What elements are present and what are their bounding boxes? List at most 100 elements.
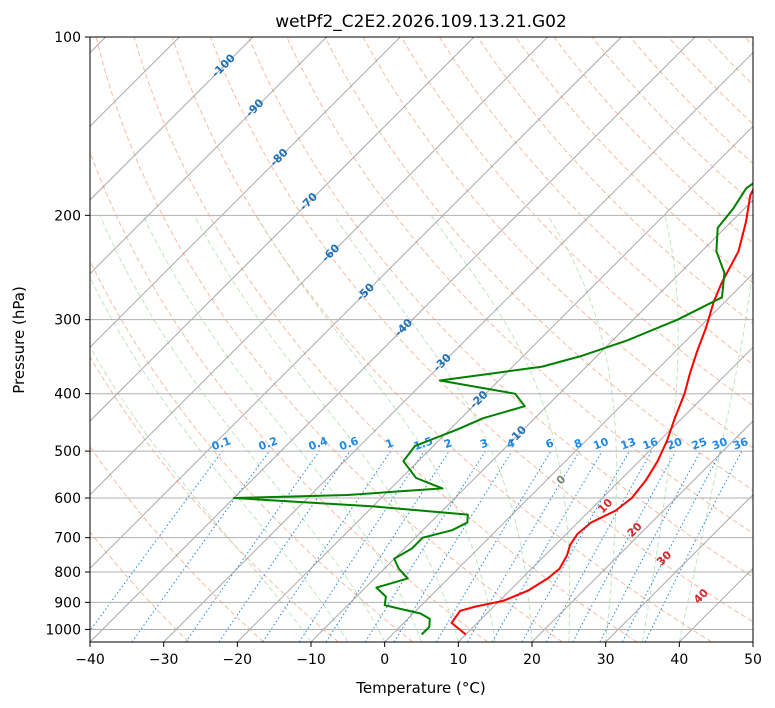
y-tick-label: 700 [54,531,81,547]
moist-adiabat [90,345,312,642]
x-tick-label: −40 [75,652,105,668]
background-lines [90,37,753,642]
mixing-ratio-label: 1.5 [412,434,435,453]
mixing-ratio-line [90,450,223,632]
isotherm [90,37,475,422]
mixing-ratio-line [325,450,450,642]
isotherm [678,567,753,642]
moist-adiabat [642,215,679,642]
mixing-ratio-label: 30 [710,435,729,453]
mixing-ratio-line [521,450,630,642]
mixing-ratio-label: 0.1 [210,434,233,453]
isotherm [236,125,753,642]
dry-adiabat [248,37,753,578]
isotherm [90,37,401,349]
isotherm-label: -20 [467,388,490,411]
x-tick-label: 0 [380,652,389,668]
isotherm [90,37,696,642]
isotherm-label: -80 [267,146,290,169]
mixing-ratio-line [644,450,743,642]
x-tick-label: −20 [223,652,253,668]
isotherm [531,420,753,642]
dry-adiabat [591,37,753,204]
dry-adiabat [90,150,488,642]
x-tick-label: −10 [296,652,326,668]
isotherm [457,346,753,642]
dry-adiabat [171,37,712,642]
dry-adiabat [90,259,414,642]
x-tick-label: −30 [149,652,179,668]
moist-adiabat [547,215,617,642]
dewpoint-line [233,182,753,636]
isotherm [310,199,753,642]
moist-adiabat [99,215,386,642]
mixing-ratio-line [185,450,320,642]
y-tick-label: 800 [54,565,81,581]
mixing-ratio-label: 16 [641,435,660,453]
x-axis-title: Temperature (°C) [355,679,485,697]
dry-adiabat [668,37,753,125]
x-tick-label: 50 [744,652,762,668]
moist-adiabat-label: 40 [691,586,711,606]
dry-adiabat [90,356,339,642]
chart-title: wetPf2_C2E2.2026.109.13.21.G02 [275,12,567,32]
mixing-ratio-label: 36 [731,435,750,453]
temperature-line [450,187,753,636]
profile-series [233,182,753,636]
mixing-ratio-line [621,450,722,642]
mixing-ratio-label: 1 [384,436,396,451]
y-tick-label: 600 [54,491,81,507]
isotherm [752,641,753,642]
background-labels: 0.1 0.2 0.4 0.6 1 1.5 2 3 4 6 8 10 13 16 20 25 30 36-100-… [209,51,750,606]
moist-adiabat [193,215,459,642]
x-tick-label: 40 [670,652,688,668]
y-tick-label: 200 [54,208,81,224]
mixing-ratio-label: 13 [619,435,638,452]
mixing-ratio-line [218,450,351,642]
dry-adiabat [90,445,264,642]
moist-adiabat [430,215,571,642]
isotherm [90,37,549,496]
mixing-ratio-label: 10 [591,435,610,453]
plot-frame [89,36,754,643]
x-axis: −40 −30 −20 −10 0 10 20 30 40 50 [75,642,762,668]
mixing-ratio-label: 6 [544,436,556,451]
dry-adiabat [706,37,753,86]
isotherm [90,37,254,201]
dry-adiabat [744,37,753,47]
moist-adiabat [255,215,496,642]
dry-adiabat [90,531,190,642]
mixing-ratio-line [262,450,392,642]
mixing-ratio-line [545,450,653,642]
isotherm [605,493,753,642]
mixing-ratio-line [599,450,701,642]
moist-adiabat-label: 20 [625,520,645,540]
moist-adiabat-label: 0 [554,472,569,487]
dry-adiabat [515,37,753,284]
x-tick-label: 10 [449,652,467,668]
mixing-ratio-label: 4 [505,436,517,451]
mixing-ratio-label: 0.4 [307,434,330,453]
moist-adiabat [333,215,533,642]
mixing-ratio-line [298,450,425,642]
y-tick-label: 900 [54,595,81,611]
x-tick-label: 30 [597,652,615,668]
moist-adiabat [142,215,422,642]
isotherm [163,51,753,642]
moist-adiabat [678,265,753,642]
x-tick-label: 20 [523,652,541,668]
mixing-ratio-label: 3 [478,436,490,451]
mixing-ratio-label: 2 [442,436,454,451]
y-tick-label: 300 [54,313,81,329]
isotherm [90,37,328,275]
dry-adiabat [210,37,753,623]
dry-adiabat [133,37,638,642]
y-tick-label: 1000 [45,622,81,638]
mixing-ratio-line [393,450,513,642]
mixing-ratio-label: 0.2 [257,434,280,453]
mixing-ratio-label: 0.6 [338,434,361,453]
y-axis-title: Pressure (hPa) [10,286,28,394]
dry-adiabat [438,37,753,366]
mixing-ratio-line [572,450,677,642]
